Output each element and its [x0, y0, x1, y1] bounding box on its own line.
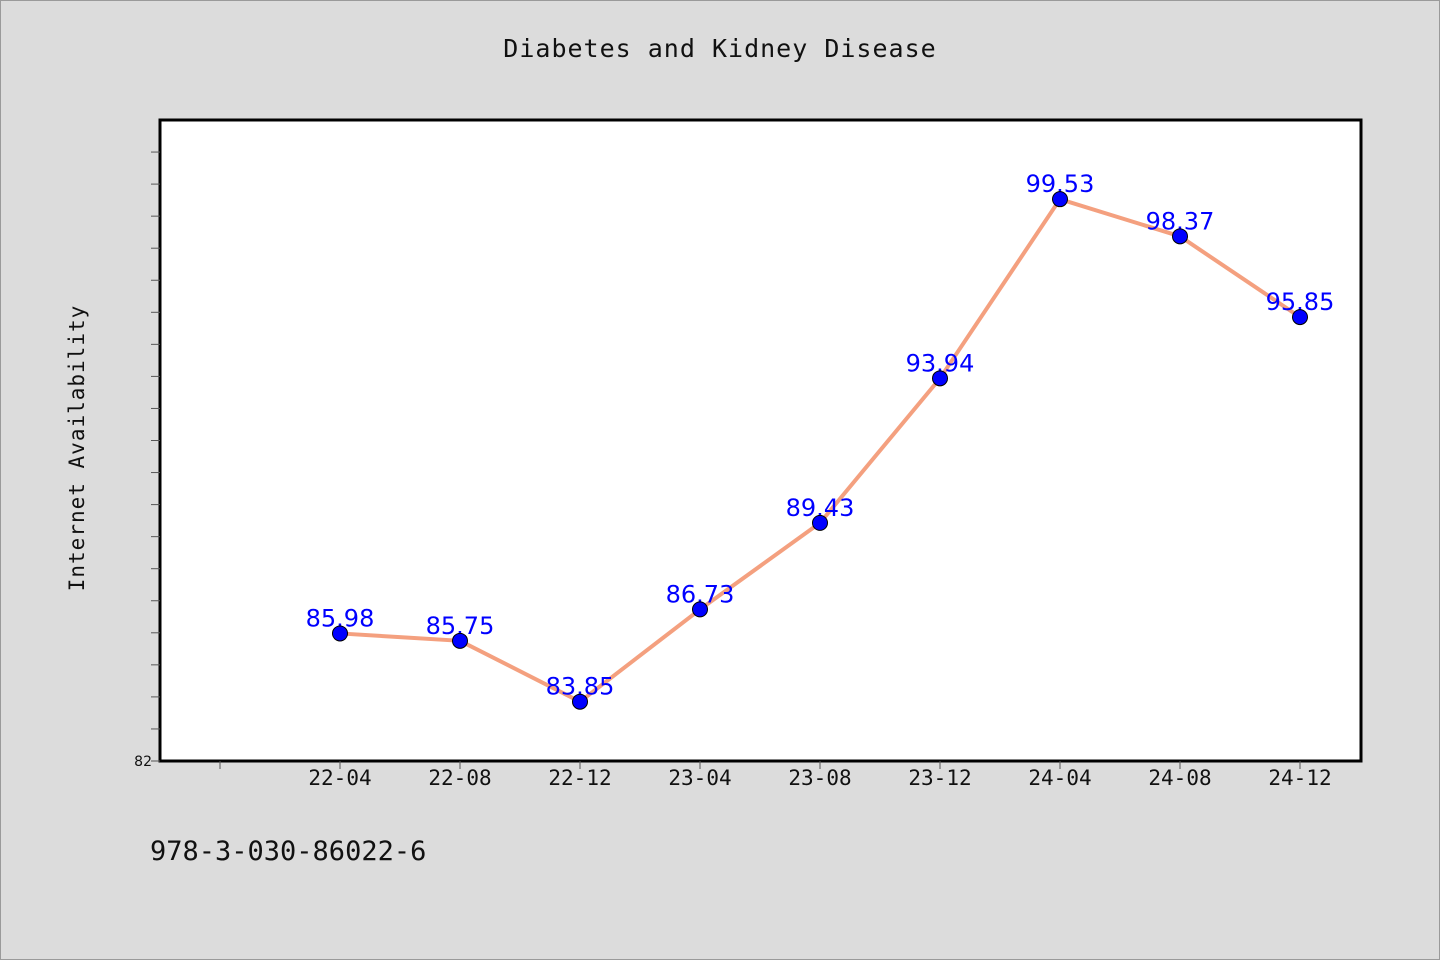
- plot-area: [158, 118, 1363, 763]
- x-tick-label: 24-08: [1148, 766, 1211, 790]
- data-point-marker: [1292, 309, 1308, 326]
- data-point-marker: [932, 370, 948, 387]
- chart-title: Diabetes and Kidney Disease: [503, 34, 937, 63]
- y-axis-tick-labels: 82: [134, 754, 152, 770]
- x-tick-label: 24-04: [1028, 766, 1091, 790]
- x-tick-label: 23-04: [668, 766, 731, 790]
- data-point-marker: [692, 601, 708, 618]
- series-markers: [332, 191, 1308, 710]
- y-axis-ticks: [151, 151, 160, 762]
- x-tick-label: 23-08: [788, 766, 851, 790]
- x-tick-label: 22-12: [548, 766, 611, 790]
- x-tick-label: 24-12: [1268, 766, 1331, 790]
- data-point-marker: [452, 632, 468, 649]
- x-tick-label: 22-08: [428, 766, 491, 790]
- data-point-marker: [572, 693, 588, 710]
- x-tick-label: 22-04: [308, 766, 371, 790]
- data-point-marker: [332, 625, 348, 642]
- isbn-text: 978-3-030-86022-6: [150, 836, 427, 867]
- y-tick-label: 82: [134, 754, 152, 770]
- x-tick-label: 23-12: [908, 766, 971, 790]
- data-point-marker: [1172, 228, 1188, 245]
- data-point-marker: [812, 514, 828, 531]
- x-axis-ticks: 22-04 22-08 22-12 23-04 23-08 23-12 24-04 24-08…: [219, 761, 1332, 790]
- data-point-marker: [1052, 191, 1068, 208]
